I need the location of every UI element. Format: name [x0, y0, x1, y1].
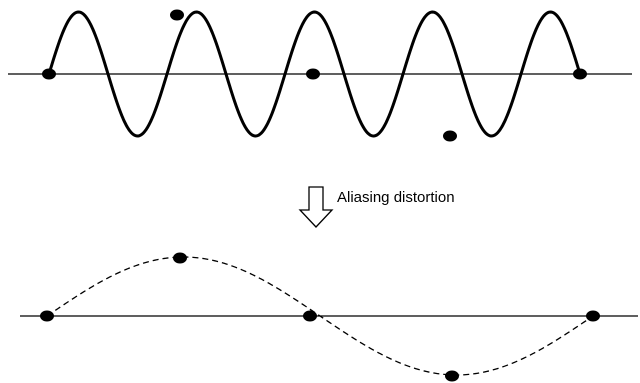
top-sample-dot: [443, 130, 457, 142]
top-sample-dot: [170, 9, 184, 21]
top-sample-dot: [573, 68, 587, 80]
top-sine-wave: [47, 10, 582, 138]
bottom-sample-dot: [173, 252, 187, 264]
bottom-sample-dot: [586, 310, 600, 322]
bottom-sample-dot: [40, 310, 54, 322]
top-sample-dot: [42, 68, 56, 80]
aliasing-caption: Aliasing distortion: [337, 189, 455, 206]
bottom-sample-dot: [445, 370, 459, 382]
top-sample-dot: [306, 68, 320, 80]
bottom-sample-points: [40, 252, 600, 382]
down-arrow-icon: [298, 186, 334, 228]
bottom-sample-dot: [303, 310, 317, 322]
bottom-aliased-wave: [46, 256, 594, 376]
top-sample-points: [42, 9, 587, 142]
